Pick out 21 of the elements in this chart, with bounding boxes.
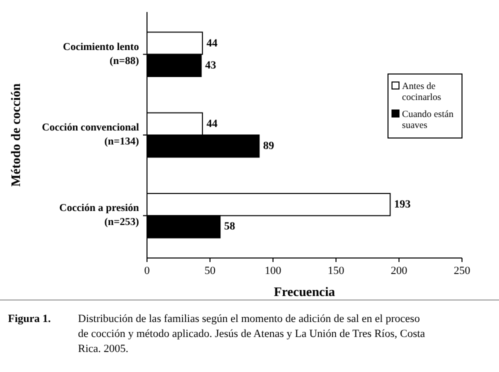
y-tick-label: Cocimiento lento (n=88) [62,42,140,67]
x-tick-label: 200 [390,265,408,277]
data-label: 193 [394,198,412,211]
x-tick-label: 50 [204,265,216,277]
x-axis-title: Frecuencia [274,284,336,299]
data-label: 43 [205,59,217,72]
text: Figura 1. [8,313,52,325]
x-tick-label: 0 [144,265,150,277]
data-label: 44 [206,118,218,130]
y-tick-label: Cocción a presión (n=253) [59,203,140,228]
legend-label: Cuando están suaves [402,110,454,131]
legend-label: Antes de cocinarlos [402,82,442,103]
y-axis-title: Método de cocción [8,82,23,187]
x-tick-label: 250 [454,265,471,277]
text: Distribución de las familias según el momento de adición de sal en el proceso de cocción y método aplicado. Jesús de Atenas y La Unión de Tres Ríos, Costa Rica. 2005. [78,313,426,355]
data-label: 58 [224,220,236,233]
x-tick-label: 100 [264,265,282,277]
y-tick-label: Cocción convencional (n=134) [42,122,140,148]
x-tick-label: 150 [328,265,345,277]
data-label: 89 [263,140,275,152]
data-label: 44 [206,37,218,50]
